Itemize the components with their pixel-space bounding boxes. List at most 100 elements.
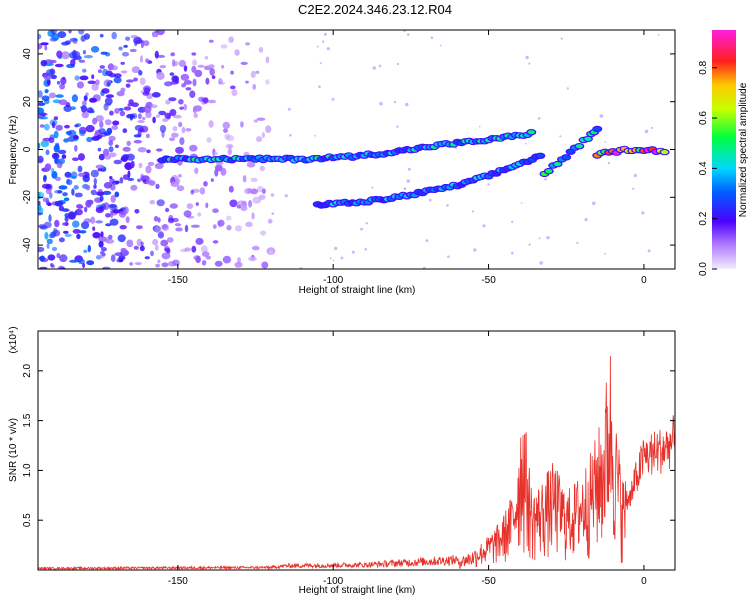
noise-blob [131,66,141,74]
y-tick-label: 1.5 [22,413,33,427]
snr-series-line [38,356,675,570]
noise-blob [146,133,150,139]
noise-dot [633,174,638,178]
noise-blob [133,139,142,144]
noise-blob [101,88,110,94]
noise-blob [55,94,64,98]
noise-dot [471,210,474,213]
noise-blob [104,119,112,126]
band-cell [567,149,575,154]
noise-blob [126,113,135,119]
noise-blob [130,184,138,191]
noise-dot [396,62,399,66]
noise-blob [212,240,219,244]
noise-blob [72,157,79,161]
noise-blob [82,68,87,73]
noise-blob [138,128,145,133]
noise-blob [91,83,99,91]
noise-blob [90,189,97,196]
noise-blob [162,118,169,122]
noise-blob [63,230,69,234]
noise-blob [245,80,249,84]
x-tick-label: -100 [323,576,343,587]
noise-blob [38,204,42,212]
noise-blob [184,224,189,233]
noise-blob [258,46,264,53]
noise-blob [170,52,176,57]
noise-blob [86,136,93,143]
noise-blob [259,165,265,172]
noise-blob [77,258,85,265]
noise-dot [340,256,344,260]
noise-blob [97,168,103,172]
chart-title: C2E2.2024.346.23.12.R04 [298,2,452,17]
noise-blob [53,116,59,121]
noise-blob [64,233,72,237]
colorbar [712,30,736,269]
noise-blob [146,149,151,154]
noise-blob [114,144,119,149]
noise-blob [218,78,223,85]
band-cell [584,136,592,141]
noise-dot [284,194,288,198]
x-tick-label: -150 [168,275,188,286]
noise-blob [63,138,69,143]
noise-blob [228,185,234,193]
noise-blob [39,255,46,262]
noise-blob [140,241,144,246]
noise-blob [86,260,95,266]
colorbar-ticks: 0.0 0.2 0.4 0.6 0.8 [698,60,717,276]
noise-blob [144,256,150,260]
noise-blob [119,110,126,117]
noise-dot [407,167,411,171]
noise-blob [58,237,65,243]
colorbar-tick-label: 0.2 [698,211,709,225]
noise-blob [111,65,118,71]
noise-blob [91,136,100,141]
noise-blob [59,83,66,90]
noise-blob [105,94,115,98]
noise-blob [136,225,143,230]
noise-dot [511,220,514,224]
noise-blob [222,121,230,130]
noise-blob [164,81,173,87]
noise-blob [152,116,156,124]
colorbar-label: Normalized spectral amplitude [738,82,749,217]
snr-y-ticks: 0.5 1.0 1.5 2.0 [22,363,675,527]
noise-dot [364,248,368,251]
noise-blob [81,111,90,119]
noise-blob [95,164,105,169]
noise-blob [217,219,225,227]
noise-dot [289,133,292,137]
noise-blob [98,153,105,161]
noise-blob [253,119,259,123]
noise-blob [85,92,89,96]
noise-blob [125,216,130,224]
noise-blob [190,224,200,228]
noise-blob [38,90,43,98]
noise-blob [38,192,41,200]
noise-dot [351,250,355,254]
noise-blob [208,120,214,128]
noise-blob [194,167,199,174]
noise-dot [528,243,531,246]
noise-blob [51,246,58,252]
snr-y-label: SNR (10 * v/v) [8,418,19,482]
noise-blob [139,245,145,252]
noise-blob [114,73,122,78]
noise-blob [68,30,72,34]
noise-blob [230,85,236,90]
noise-blob [269,249,273,255]
noise-blob [97,147,102,152]
noise-blob [206,137,212,143]
noise-blob [169,109,177,116]
noise-blob [107,234,113,240]
noise-dot [511,251,514,255]
noise-blob [250,188,258,195]
noise-blob [169,137,175,141]
noise-blob [138,162,143,169]
noise-blob [212,224,217,230]
noise-blob [250,70,256,79]
noise-blob [72,220,80,228]
noise-blob [130,34,138,39]
